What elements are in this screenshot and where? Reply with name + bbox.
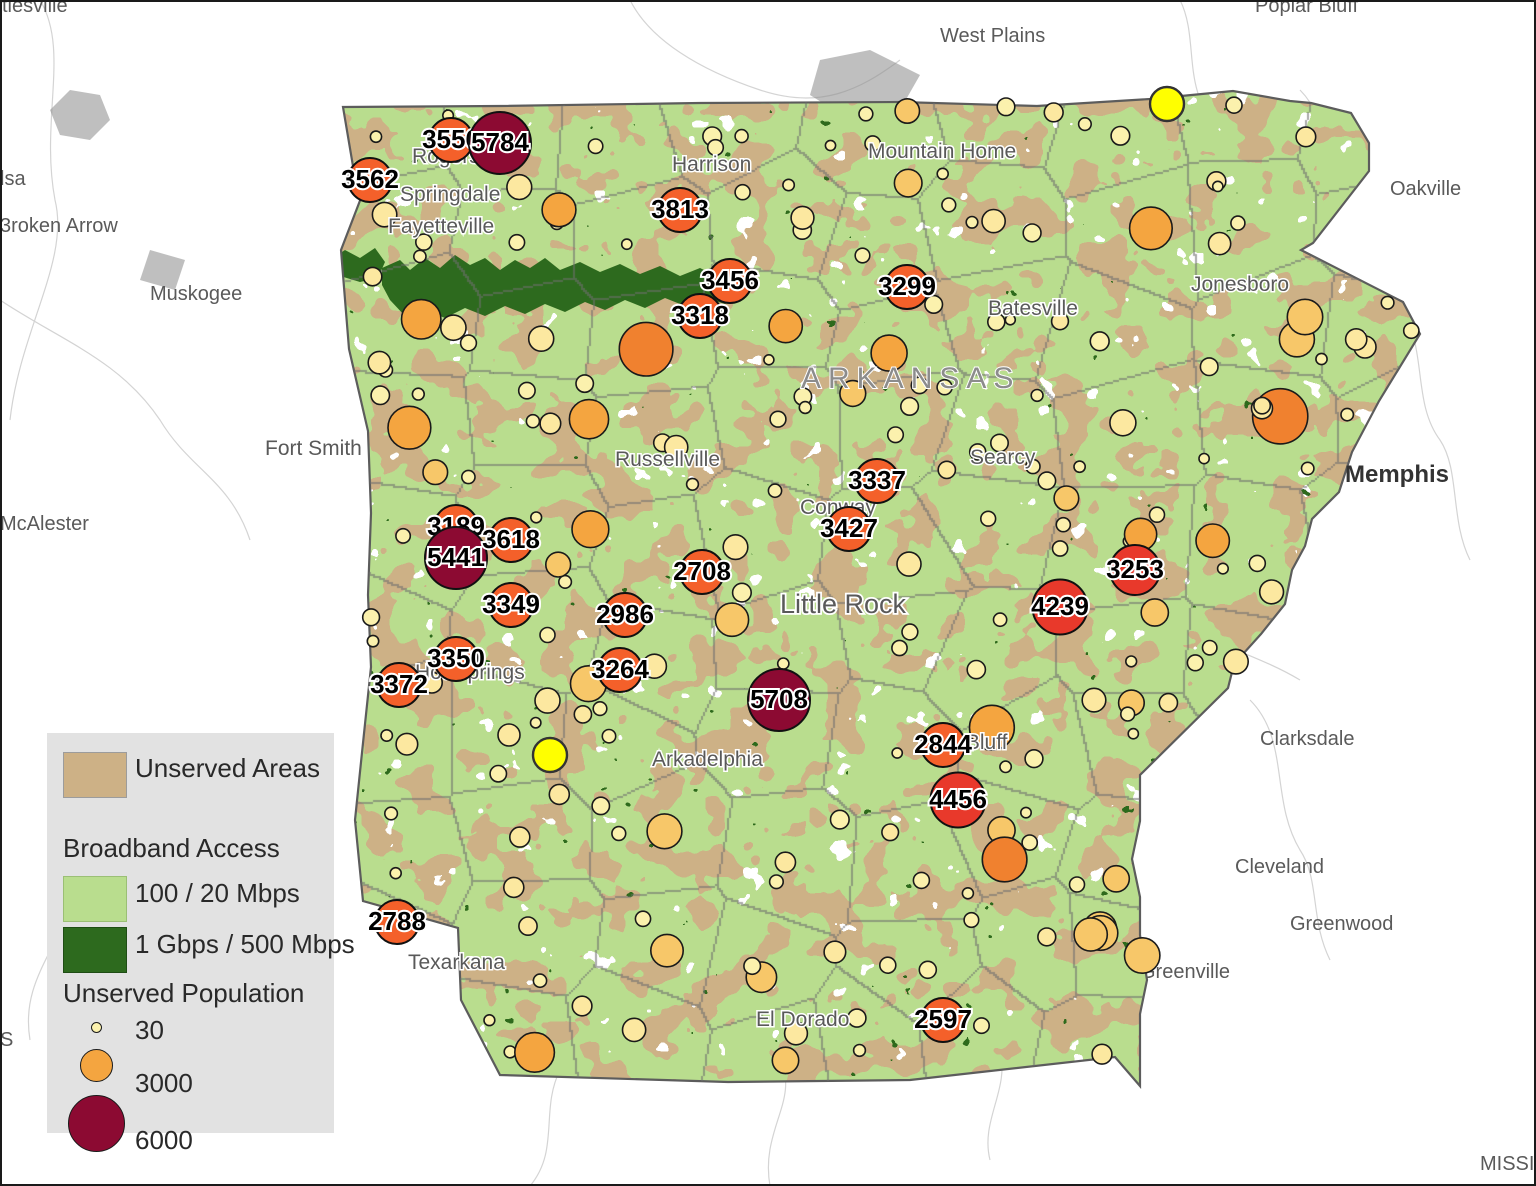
svg-text:Jonesboro: Jonesboro: [1191, 273, 1289, 296]
svg-text:5784: 5784: [471, 127, 529, 157]
svg-text:Searcy: Searcy: [970, 446, 1036, 469]
svg-text:Harrison: Harrison: [672, 153, 751, 176]
svg-text:2708: 2708: [673, 556, 731, 586]
svg-text:3349: 3349: [482, 589, 540, 619]
svg-text:Fayetteville: Fayetteville: [388, 215, 494, 238]
svg-text:4239: 4239: [1031, 591, 1089, 621]
svg-text:2597: 2597: [914, 1004, 972, 1034]
svg-text:3427: 3427: [820, 513, 878, 543]
svg-text:Texarkana: Texarkana: [408, 951, 505, 974]
svg-text:Little Rock: Little Rock: [780, 589, 907, 619]
svg-text:ARKANSAS: ARKANSAS: [801, 362, 1020, 395]
svg-text:3813: 3813: [651, 194, 709, 224]
svg-text:2788: 2788: [368, 906, 426, 936]
svg-text:3264: 3264: [591, 654, 649, 684]
svg-text:Russellville: Russellville: [615, 448, 720, 471]
svg-text:3253: 3253: [1106, 554, 1164, 584]
svg-text:3562: 3562: [341, 164, 399, 194]
svg-text:Batesville: Batesville: [988, 297, 1078, 320]
svg-text:Springdale: Springdale: [400, 183, 500, 206]
svg-text:Fort Smith: Fort Smith: [265, 437, 362, 460]
svg-text:3299: 3299: [878, 271, 936, 301]
svg-text:5441: 5441: [427, 542, 485, 572]
svg-text:2986: 2986: [596, 599, 654, 629]
svg-text:5708: 5708: [750, 684, 808, 714]
svg-text:3337: 3337: [848, 465, 906, 495]
svg-text:3618: 3618: [482, 524, 540, 554]
svg-text:2844: 2844: [914, 729, 972, 759]
svg-text:3372: 3372: [370, 669, 428, 699]
svg-text:3318: 3318: [671, 300, 729, 330]
svg-text:Mountain Home: Mountain Home: [868, 140, 1016, 163]
svg-text:3456: 3456: [701, 265, 759, 295]
svg-text:Arkadelphia: Arkadelphia: [652, 748, 763, 771]
svg-text:El Dorado: El Dorado: [756, 1008, 849, 1031]
svg-text:Memphis: Memphis: [1345, 461, 1449, 488]
svg-text:4456: 4456: [929, 784, 987, 814]
svg-text:3350: 3350: [427, 643, 485, 673]
